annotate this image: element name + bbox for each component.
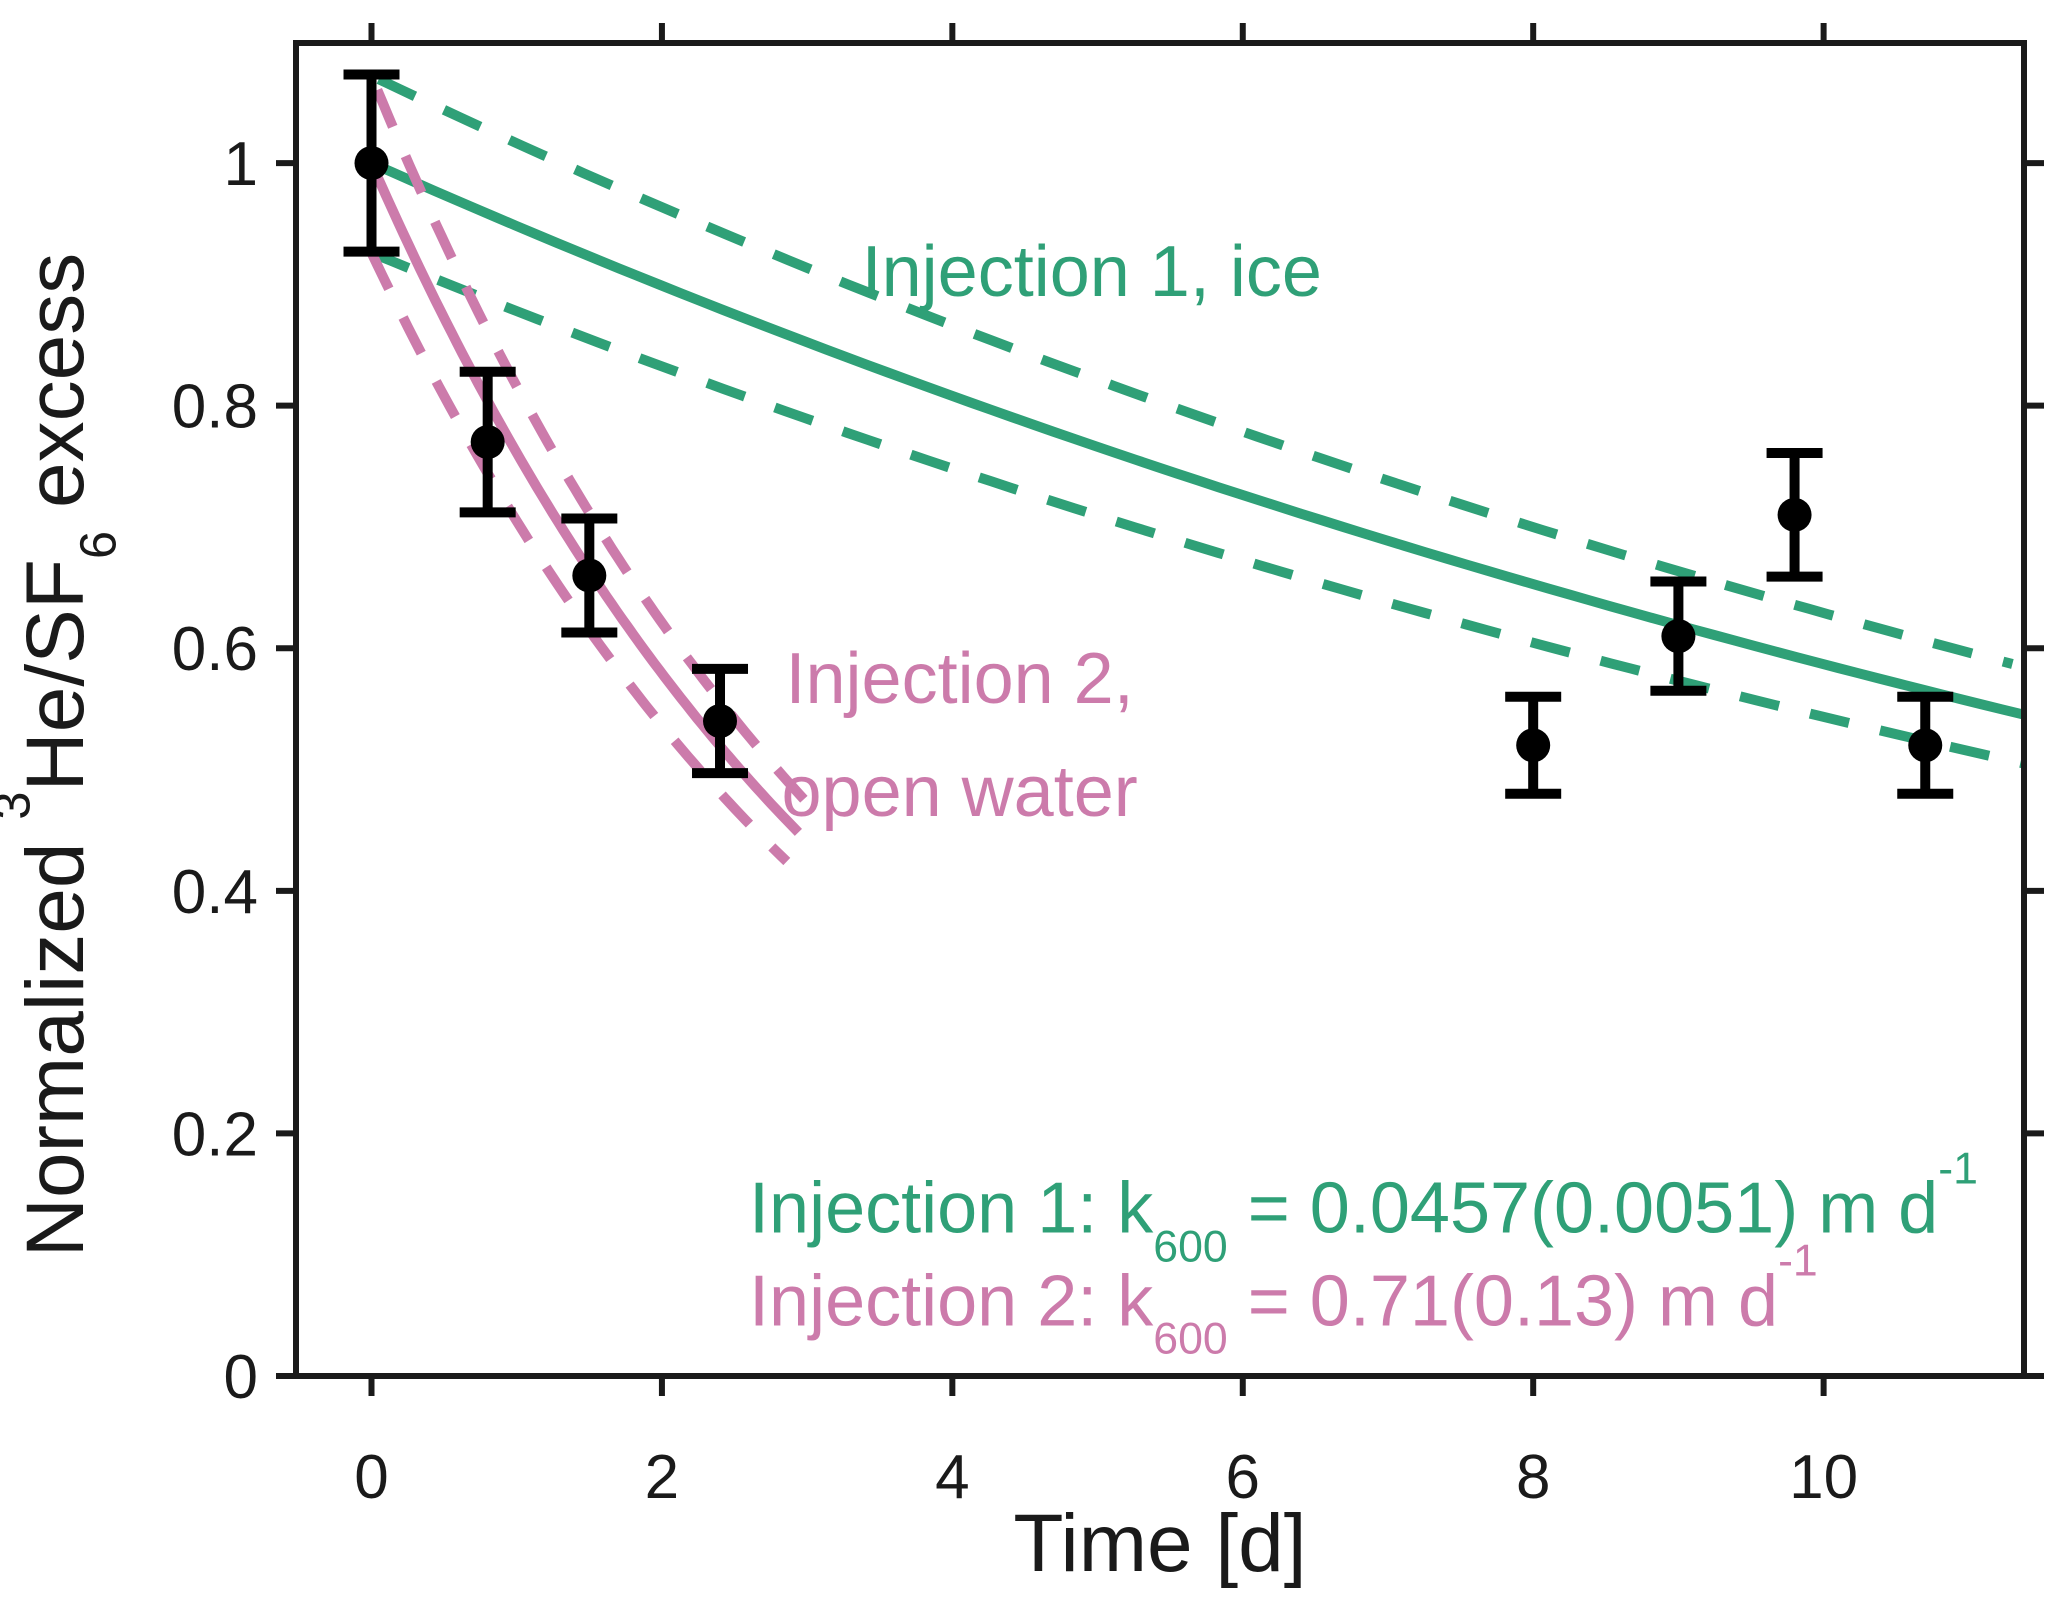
data-point-marker — [1661, 619, 1696, 654]
k2-superscript-exponent: -1 — [1778, 1236, 1818, 1286]
annotation-k600-injection2: Injection 2: k600 = 0.71(0.13) m d-1 — [749, 1236, 1818, 1363]
data-point-marker — [703, 704, 738, 739]
x-tick-label: 4 — [935, 1443, 969, 1512]
x-tick-label: 0 — [354, 1443, 388, 1512]
helium-3-superscript: 3 — [0, 791, 40, 819]
y-tick-label: 1 — [224, 130, 258, 199]
k2-value: = 0.71(0.13) m d — [1227, 1260, 1779, 1341]
annotation-injection2-line2: open water — [781, 751, 1138, 832]
annotation-injection2-open-water: Injection 2, open water — [781, 623, 1137, 849]
annotation-injection2-line1: Injection 2, — [785, 638, 1134, 719]
data-point-marker — [1777, 497, 1812, 532]
data-point-marker — [1516, 728, 1551, 763]
k1-value: = 0.0457(0.0051) m d — [1227, 1168, 1939, 1249]
data-point-marker — [470, 425, 505, 460]
data-point-marker — [572, 558, 607, 593]
y-axis-label-post: excess — [9, 252, 101, 531]
ci-line-injection1-ci-upper — [376, 74, 2014, 669]
k2-subscript-600: 600 — [1153, 1314, 1228, 1364]
k1-prefix: Injection 1: k — [749, 1168, 1154, 1249]
k2-prefix: Injection 2: k — [749, 1260, 1154, 1341]
y-axis-label-mid: He/SF — [9, 558, 101, 791]
x-tick-label: 6 — [1226, 1443, 1260, 1512]
ci-line-injection2-ci-lower — [366, 250, 791, 866]
k1-subscript-600: 600 — [1153, 1222, 1228, 1272]
y-axis-label-pre: Normalized — [9, 819, 101, 1257]
x-tick-label: 2 — [645, 1443, 679, 1512]
data-point-marker — [354, 146, 389, 181]
y-tick-label: 0 — [224, 1343, 258, 1412]
sf6-subscript: 6 — [69, 530, 127, 559]
y-axis-label: Normalized 3He/SF6 excess — [0, 252, 127, 1257]
y-tick-label: 0.2 — [172, 1100, 258, 1169]
data-point-marker — [1908, 728, 1943, 763]
k1-superscript-exponent: -1 — [1938, 1144, 1978, 1194]
fit-line-injection1-fit — [369, 158, 2026, 720]
plot-frame — [293, 40, 2027, 1379]
y-tick-label: 0.6 — [172, 615, 258, 684]
y-tick-label: 0.8 — [172, 373, 258, 442]
y-tick-label: 0.4 — [172, 858, 258, 927]
ci-line-injection1-ci-lower — [369, 248, 2026, 769]
x-tick-label: 10 — [1789, 1443, 1858, 1512]
annotation-k600-injection1: Injection 1: k600 = 0.0457(0.0051) m d-1 — [749, 1144, 1978, 1271]
x-tick-label: 8 — [1516, 1443, 1550, 1512]
x-axis-label: Time [d] — [1013, 1498, 1307, 1589]
annotation-injection1-ice: Injection 1, ice — [861, 232, 1322, 313]
